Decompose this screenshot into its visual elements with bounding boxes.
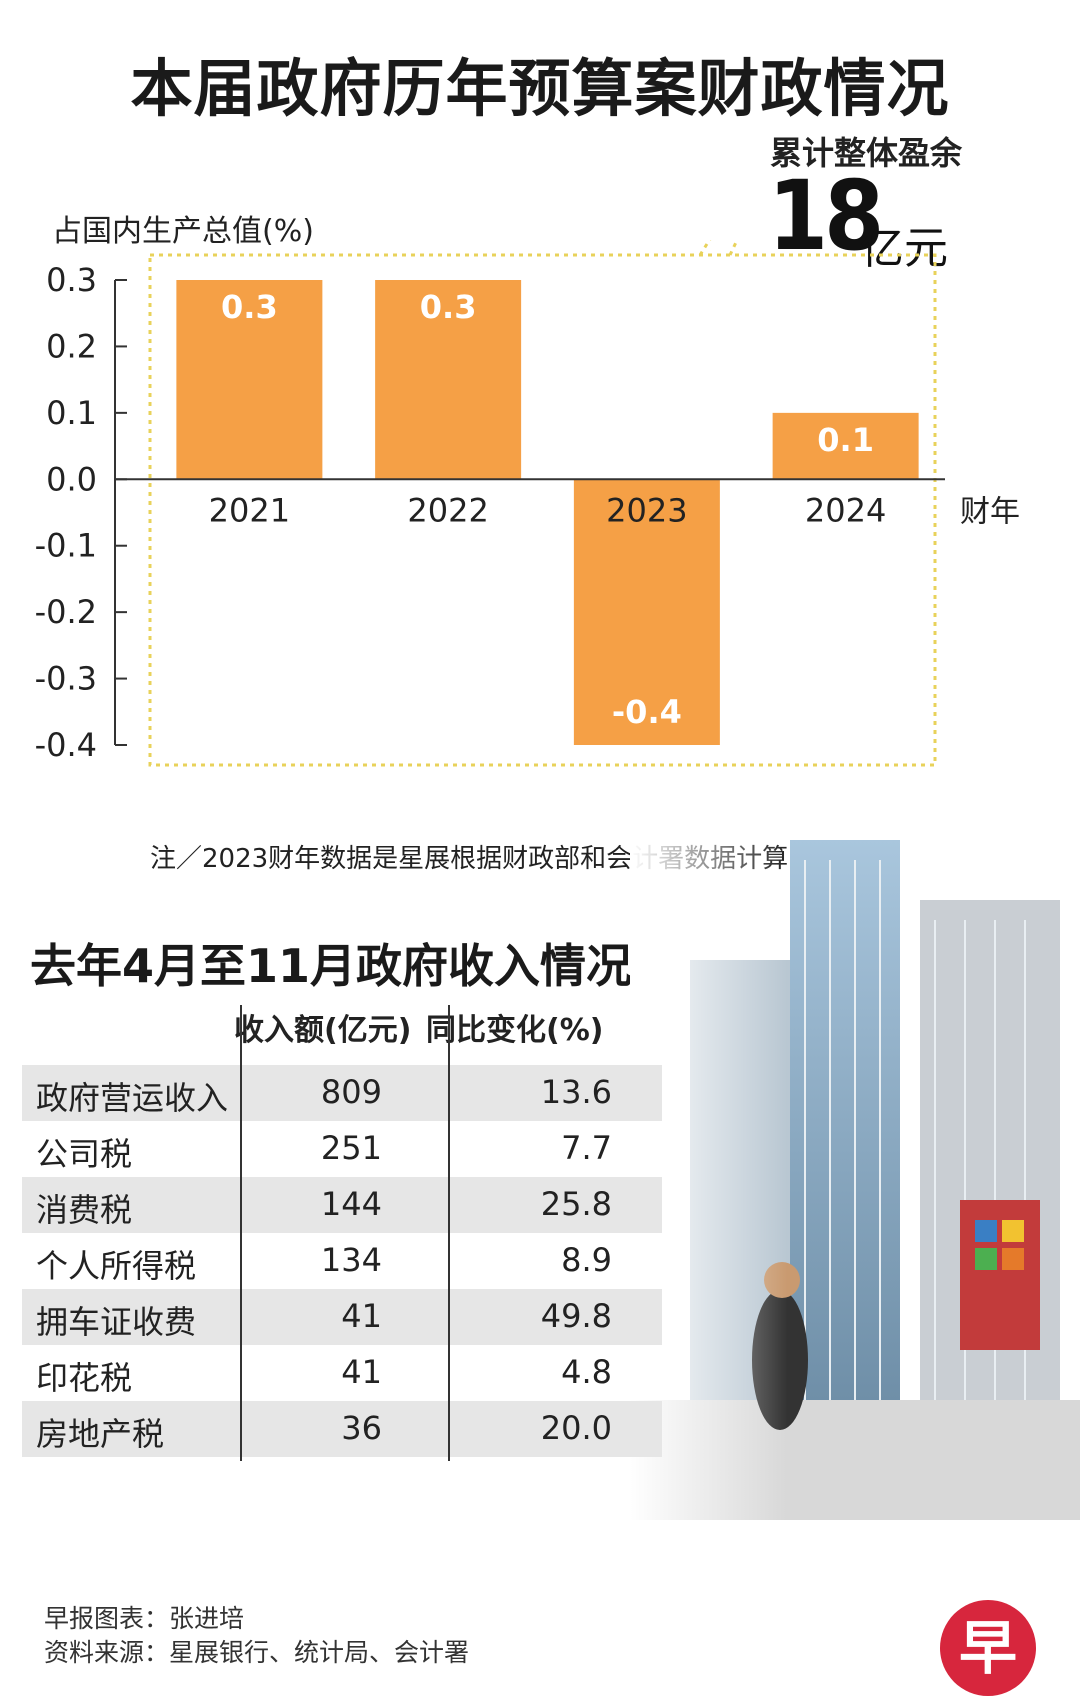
- row-revenue: 251: [320, 1129, 382, 1167]
- y-tick-label: 0.2: [46, 327, 97, 365]
- bar-2021: [176, 280, 323, 480]
- credit-author: 早报图表：张进培: [44, 1604, 245, 1633]
- column-divider: [240, 1005, 242, 1461]
- column-divider: [448, 1005, 450, 1461]
- y-tick-label: 0.1: [46, 394, 97, 432]
- row-name: 消费税: [36, 1191, 133, 1229]
- callout-connector: [698, 240, 739, 256]
- table-row: 房地产税 36 20.0: [22, 1401, 662, 1457]
- callout-value: 18: [768, 160, 884, 272]
- y-tick-label: -0.3: [35, 660, 97, 698]
- zaobao-logo: 早: [940, 1600, 1036, 1696]
- row-change: 20.0: [540, 1409, 612, 1447]
- page-title: 本届政府历年预算案财政情况: [130, 52, 950, 125]
- table-row: 消费税 144 25.8: [22, 1177, 662, 1233]
- x-axis-label: 财年: [960, 494, 1020, 529]
- credits: 早报图表：张进培 资料来源：星展银行、统计局、会计署: [44, 1602, 469, 1670]
- y-axis-label: 占国内生产总值(%): [52, 214, 314, 249]
- row-name: 房地产税: [36, 1415, 165, 1453]
- callout-unit: 亿元: [860, 223, 948, 274]
- y-tick-label: 0.0: [46, 460, 97, 498]
- y-tick-label: -0.4: [35, 726, 97, 764]
- revenue-section-title: 去年4月至11月政府收入情况: [30, 939, 633, 993]
- table-row: 拥车证收费 41 49.8: [22, 1289, 662, 1345]
- bar-2024: [772, 412, 919, 480]
- row-change: 49.8: [540, 1297, 612, 1335]
- row-name: 政府营运收入: [36, 1079, 229, 1117]
- row-revenue: 36: [341, 1409, 382, 1447]
- header-change: 同比变化(%): [426, 1013, 604, 1048]
- credit-source: 资料来源：星展银行、统计局、会计署: [44, 1638, 470, 1667]
- bar-2022: [375, 280, 522, 480]
- data-label: 0.3: [420, 288, 477, 326]
- row-revenue: 41: [341, 1297, 382, 1335]
- row-change: 7.7: [561, 1129, 612, 1167]
- row-name: 拥车证收费: [36, 1303, 197, 1341]
- row-revenue: 134: [320, 1241, 382, 1279]
- data-label: -0.4: [612, 693, 682, 731]
- dotted-frame: [148, 253, 937, 767]
- data-label: 0.3: [221, 288, 278, 326]
- row-change: 25.8: [540, 1185, 612, 1223]
- y-tick-label: 0.3: [46, 261, 97, 299]
- row-revenue: 809: [320, 1073, 382, 1111]
- row-revenue: 41: [341, 1353, 382, 1391]
- data-label: 0.1: [817, 421, 874, 459]
- row-change: 4.8: [561, 1353, 612, 1391]
- y-tick-label: -0.2: [35, 593, 97, 631]
- row-name: 公司税: [36, 1135, 133, 1173]
- logo-text: 早: [958, 1614, 1017, 1682]
- x-tick-label: 2023: [606, 491, 687, 529]
- y-tick-label: -0.1: [35, 527, 97, 565]
- row-revenue: 144: [320, 1185, 382, 1223]
- city-photo: [630, 840, 1080, 1520]
- x-tick-label: 2021: [209, 491, 290, 529]
- bar-2023: [573, 479, 720, 745]
- bar-chart: 0.3 0.2 0.1 0.0 -0.1 -0.2 -0.3 -0.4 财年 0.3 2021 0.…: [35, 240, 1020, 767]
- callout-label: 累计整体盈余: [770, 134, 963, 172]
- x-tick-label: 2022: [407, 491, 488, 529]
- table-row: 公司税 251 7.7: [22, 1121, 662, 1177]
- row-name: 个人所得税: [36, 1247, 197, 1285]
- header-revenue: 收入额(亿元): [234, 1013, 412, 1048]
- row-change: 13.6: [540, 1073, 612, 1111]
- row-name: 印花税: [36, 1359, 133, 1397]
- table-row: 个人所得税 134 8.9: [22, 1233, 662, 1289]
- row-change: 8.9: [561, 1241, 612, 1279]
- table-row: 印花税 41 4.8: [22, 1345, 662, 1401]
- x-tick-label: 2024: [805, 491, 886, 529]
- table-row: 政府营运收入 809 13.6: [22, 1065, 662, 1121]
